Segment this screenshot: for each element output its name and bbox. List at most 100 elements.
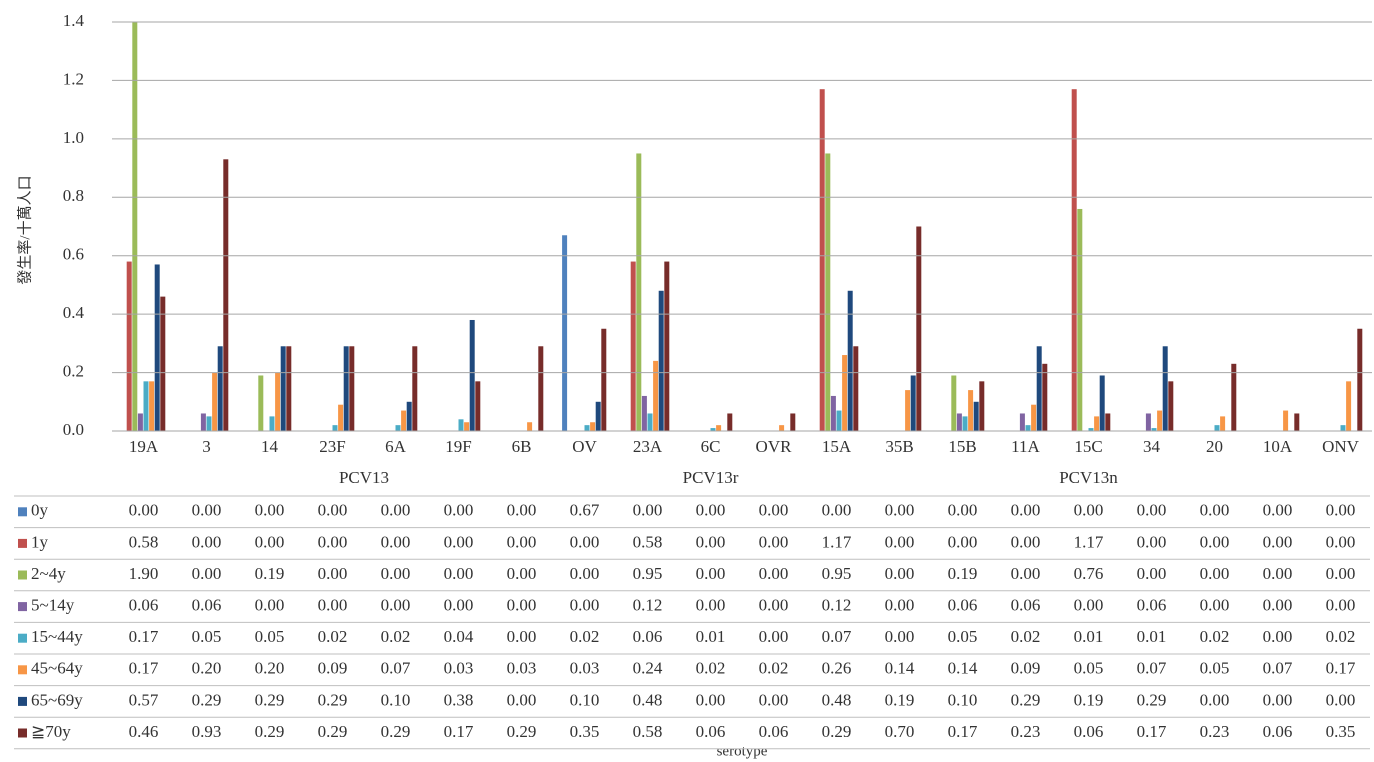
legend-label: 45~64y bbox=[31, 659, 83, 678]
table-cell: 0.00 bbox=[948, 532, 978, 551]
bar bbox=[149, 381, 155, 431]
table-cell: 0.00 bbox=[381, 564, 411, 583]
bar bbox=[154, 264, 160, 431]
table-cell: 0.00 bbox=[885, 564, 915, 583]
bar bbox=[538, 346, 544, 431]
table-cell: 0.06 bbox=[192, 596, 222, 615]
bar bbox=[1357, 328, 1363, 431]
legend-swatch bbox=[18, 538, 27, 548]
bar bbox=[269, 416, 275, 431]
table-cell: 0.00 bbox=[1011, 564, 1041, 583]
legend-swatch bbox=[18, 507, 27, 517]
table-cell: 0.57 bbox=[129, 690, 159, 709]
table-cell: 0.02 bbox=[759, 659, 789, 678]
bar bbox=[143, 381, 149, 431]
bar bbox=[1105, 413, 1111, 431]
table-cell: 0.00 bbox=[192, 501, 222, 520]
legend-label: ≧70y bbox=[31, 722, 71, 741]
table-cell: 0.24 bbox=[633, 659, 663, 678]
bar bbox=[653, 360, 659, 431]
table-cell: 0.00 bbox=[1011, 532, 1041, 551]
bar bbox=[779, 425, 785, 431]
table-cell: 0.05 bbox=[192, 627, 222, 646]
bar bbox=[126, 261, 132, 431]
table-cell: 0.58 bbox=[633, 532, 663, 551]
bar bbox=[132, 22, 138, 431]
bar bbox=[595, 401, 601, 431]
bar bbox=[1340, 425, 1346, 431]
bar bbox=[406, 401, 412, 431]
table-cell: 0.03 bbox=[570, 659, 600, 678]
table-cell: 0.95 bbox=[822, 564, 852, 583]
bar bbox=[1157, 410, 1163, 431]
bar bbox=[1162, 346, 1168, 431]
table-cell: 0.17 bbox=[129, 627, 159, 646]
bar bbox=[286, 346, 292, 431]
x-tick-label: 34 bbox=[1143, 437, 1161, 456]
table-cell: 0.02 bbox=[696, 659, 726, 678]
bar bbox=[1031, 404, 1037, 431]
bar bbox=[962, 416, 968, 431]
bar bbox=[968, 390, 974, 431]
bar bbox=[206, 416, 212, 431]
legend-label: 2~4y bbox=[31, 564, 66, 583]
table-cell: 0.02 bbox=[1326, 627, 1356, 646]
group-label: PCV13r bbox=[683, 468, 739, 487]
table-cell: 0.00 bbox=[1263, 501, 1293, 520]
table-cell: 0.02 bbox=[1200, 627, 1230, 646]
table-cell: 0.12 bbox=[633, 596, 663, 615]
x-tick-label: 19F bbox=[445, 437, 471, 456]
y-tick-label: 1.2 bbox=[63, 69, 84, 88]
bar bbox=[412, 346, 418, 431]
table-cell: 0.04 bbox=[444, 627, 474, 646]
bar bbox=[847, 290, 853, 431]
legend-swatch bbox=[18, 728, 27, 738]
table-cell: 0.00 bbox=[696, 501, 726, 520]
bar bbox=[1071, 89, 1077, 431]
bar bbox=[1019, 413, 1025, 431]
table-cell: 0.06 bbox=[948, 596, 978, 615]
x-tick-label: 35B bbox=[885, 437, 913, 456]
bar bbox=[1145, 413, 1151, 431]
table-cell: 0.29 bbox=[507, 722, 537, 741]
legend-swatch bbox=[18, 602, 27, 612]
bar bbox=[1042, 363, 1048, 431]
table-cell: 0.10 bbox=[948, 690, 978, 709]
table-cell: 0.00 bbox=[255, 501, 285, 520]
bar bbox=[1346, 381, 1352, 431]
x-tick-label: 20 bbox=[1206, 437, 1223, 456]
bar bbox=[395, 425, 401, 431]
table-cell: 0.00 bbox=[885, 501, 915, 520]
table-cell: 0.00 bbox=[444, 564, 474, 583]
table-cell: 0.29 bbox=[255, 690, 285, 709]
bar bbox=[1220, 416, 1226, 431]
x-tick-label: 6B bbox=[512, 437, 532, 456]
table-cell: 0.00 bbox=[444, 596, 474, 615]
bar bbox=[710, 428, 716, 431]
table-cell: 0.09 bbox=[1011, 659, 1041, 678]
table-cell: 0.29 bbox=[255, 722, 285, 741]
bar bbox=[647, 413, 653, 431]
table-cell: 0.07 bbox=[822, 627, 852, 646]
bar bbox=[1151, 428, 1157, 431]
bar bbox=[275, 372, 281, 431]
table-cell: 0.07 bbox=[1263, 659, 1293, 678]
table-cell: 0.06 bbox=[759, 722, 789, 741]
table-cell: 0.00 bbox=[1263, 564, 1293, 583]
table-cell: 0.67 bbox=[570, 501, 600, 520]
bar bbox=[630, 261, 636, 431]
bar bbox=[217, 346, 223, 431]
bar bbox=[349, 346, 355, 431]
x-axis-title: serotype bbox=[717, 743, 768, 759]
x-tick-label: 11A bbox=[1011, 437, 1040, 456]
table-cell: 0.17 bbox=[129, 659, 159, 678]
table-cell: 0.00 bbox=[507, 627, 537, 646]
table-cell: 0.00 bbox=[633, 501, 663, 520]
table-cell: 0.00 bbox=[1326, 532, 1356, 551]
y-tick-label: 0.0 bbox=[63, 420, 84, 439]
table-cell: 0.46 bbox=[129, 722, 159, 741]
bar bbox=[590, 422, 596, 431]
bar bbox=[1214, 425, 1220, 431]
x-tick-label: 15C bbox=[1074, 437, 1102, 456]
bar bbox=[562, 235, 568, 431]
